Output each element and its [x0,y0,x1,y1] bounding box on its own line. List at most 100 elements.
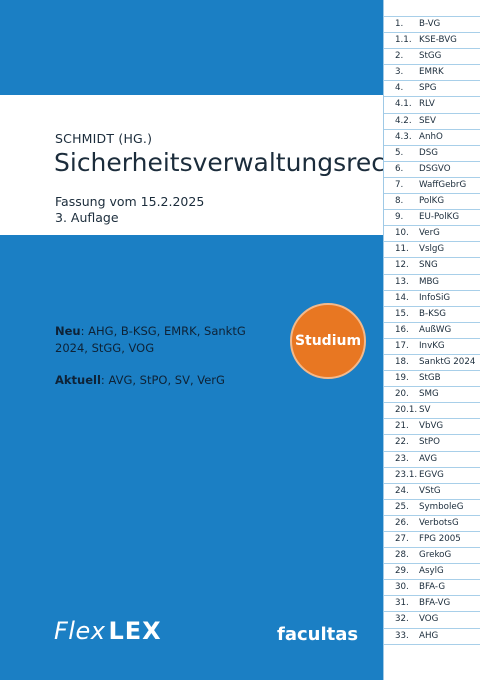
index-row: 14. InfoSiG [384,291,480,307]
cover-top-band [0,0,383,95]
index-number: 30. [395,582,409,593]
logo-flex-text: Flex [54,617,106,645]
index-number: 25. [395,501,409,512]
index-row: 23.1. EGVG [384,468,480,484]
index-number: 18. [395,356,409,367]
index-abbreviation: EGVG [419,469,444,480]
index-header-line [384,0,480,17]
index-number: 4.3. [395,131,412,142]
index-number: 9. [395,212,404,223]
index-abbreviation: StGB [419,373,441,384]
index-number: 23.1. [395,469,418,480]
index-row: 1.1. KSE-BVG [384,33,480,50]
index-abbreviation: KSE-BVG [419,35,457,46]
index-number: 21. [395,421,409,432]
editor-name: SCHMIDT (HG.) [55,131,153,146]
index-row: 23. AVG [384,452,480,468]
index-number: 4.1. [395,99,412,110]
cover-bottom-panel [0,235,383,680]
index-abbreviation: VbVG [419,421,444,432]
index-abbreviation: DSGVO [419,163,451,174]
index-number: 33. [395,630,409,641]
index-number: 8. [395,196,404,207]
studium-badge: Studium [290,303,366,379]
publisher-name: facultas [277,624,359,645]
index-row: 11. VslgG [384,242,480,259]
index-abbreviation: BFA-G [419,582,446,593]
new-label: Neu [55,324,81,338]
index-abbreviation: EU-PolKG [419,212,460,223]
index-number: 32. [395,614,409,625]
index-row: 18. SanktG 2024 [384,355,480,372]
index-row: 31. BFA-VG [384,596,480,613]
contents-index: 1. B-VG 1.1. KSE-BVG 2. StGG 3. EMRK 4. SPG 4.1. RL… [383,0,480,680]
index-abbreviation: InvKG [419,340,445,351]
index-row: 6. DSGVO [384,162,480,178]
index-abbreviation: AnhO [419,131,443,142]
index-row: 26. VerbotsG [384,516,480,532]
index-number: 13. [395,276,409,287]
index-number: 1.1. [395,35,412,46]
index-row: 19. StGB [384,371,480,388]
index-number: 12. [395,260,409,271]
index-abbreviation: VslgG [419,244,445,255]
index-number: 23. [395,453,409,464]
index-row: 30. BFA-G [384,580,480,597]
index-row: 20. SMG [384,387,480,404]
index-row: 28. GrekoG [384,548,480,565]
index-row: 13. MBG [384,275,480,291]
book-title: Sicherheitsverwaltungsrecht [54,148,411,177]
index-abbreviation: StGG [419,51,442,62]
index-abbreviation: SymboleG [419,501,464,512]
index-row: 32. VOG [384,612,480,629]
index-number: 4. [395,83,404,94]
index-abbreviation: SNG [419,260,438,271]
current-label: Aktuell [55,373,101,387]
index-row: 20.1. SV [384,403,480,420]
index-number: 20.1. [395,405,418,416]
flexlex-logo: Flex LEX [54,615,162,645]
index-row: 7. WaffGebrG [384,178,480,195]
index-number: 5. [395,147,404,158]
index-number: 11. [395,244,409,255]
index-row: 9. EU-PolKG [384,210,480,227]
index-number: 14. [395,292,409,303]
index-abbreviation: AußWG [419,324,452,335]
index-row: 5. DSG [384,146,480,162]
new-laws-text: : AHG, B-KSG, EMRK, SanktG 2024, StGG, V… [55,324,246,355]
current-laws-note: Aktuell: AVG, StPO, SV, VerG [55,373,225,387]
index-row: 4.3. AnhO [384,130,480,146]
index-abbreviation: VerG [419,228,440,239]
index-row: 25. SymboleG [384,500,480,516]
index-abbreviation: B-VG [419,19,441,29]
index-abbreviation: VStG [419,485,441,496]
index-abbreviation: PolKG [419,196,445,207]
index-abbreviation: EMRK [419,67,444,78]
index-abbreviation: SV [419,405,431,416]
index-number: 28. [395,550,409,561]
index-number: 22. [395,437,409,448]
index-row: 4.2. SEV [384,114,480,130]
logo-lex-text: LEX [108,617,162,645]
index-row: 27. FPG 2005 [384,532,480,549]
index-number: 24. [395,485,409,496]
index-abbreviation: StPO [419,437,440,448]
index-row: 12. SNG [384,258,480,275]
index-number: 27. [395,534,409,544]
index-row: 1. B-VG [384,17,480,34]
index-row: 15. B-KSG [384,307,480,323]
index-number: 29. [395,566,409,577]
index-row: 21. VbVG [384,419,480,436]
index-row: 16. AußWG [384,323,480,339]
index-number: 20. [395,389,409,400]
badge-label: Studium [294,333,362,349]
index-number: 15. [395,308,409,319]
index-row: 4. SPG [384,81,480,98]
edition: 3. Auflage [55,210,119,225]
index-row: 8. PolKG [384,194,480,211]
index-abbreviation: MBG [419,276,440,287]
version-date: Fassung vom 15.2.2025 [55,194,205,209]
new-laws-note: Neu: AHG, B-KSG, EMRK, SanktG 2024, StGG… [55,323,275,357]
index-abbreviation: WaffGebrG [419,179,467,190]
index-row: 24. VStG [384,484,480,500]
